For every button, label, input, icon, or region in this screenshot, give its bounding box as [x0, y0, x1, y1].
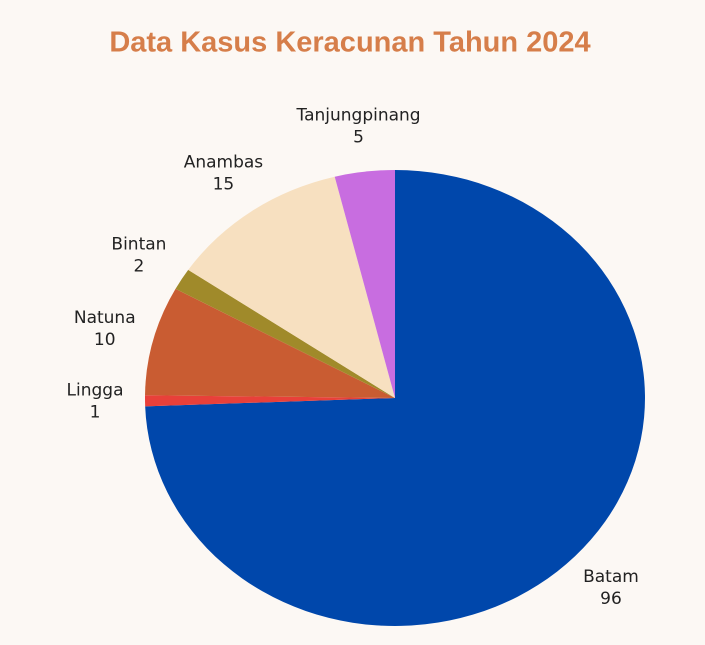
- slice-label: Natuna: [74, 308, 136, 328]
- slice-value: 96: [600, 589, 622, 609]
- pie-slice: [334, 170, 395, 398]
- slice-label: Tanjungpinang: [296, 105, 421, 125]
- slice-value: 1: [90, 402, 101, 422]
- slice-label: Batam: [583, 567, 639, 587]
- chart-title: Data Kasus Keracunan Tahun 2024: [109, 27, 590, 59]
- pie-slice: [145, 395, 395, 407]
- slice-value: 2: [134, 256, 145, 276]
- slice-value: 10: [94, 330, 116, 350]
- slice-label: Anambas: [184, 153, 264, 173]
- slice-label: Bintan: [111, 234, 166, 254]
- slice-label: Lingga: [67, 380, 124, 400]
- pie-slice: [145, 288, 395, 398]
- pie-slice: [188, 176, 395, 398]
- slice-value: 5: [353, 127, 364, 147]
- slice-value: 15: [213, 175, 235, 195]
- pie-slice: [145, 170, 646, 626]
- pie-slice: [175, 269, 395, 398]
